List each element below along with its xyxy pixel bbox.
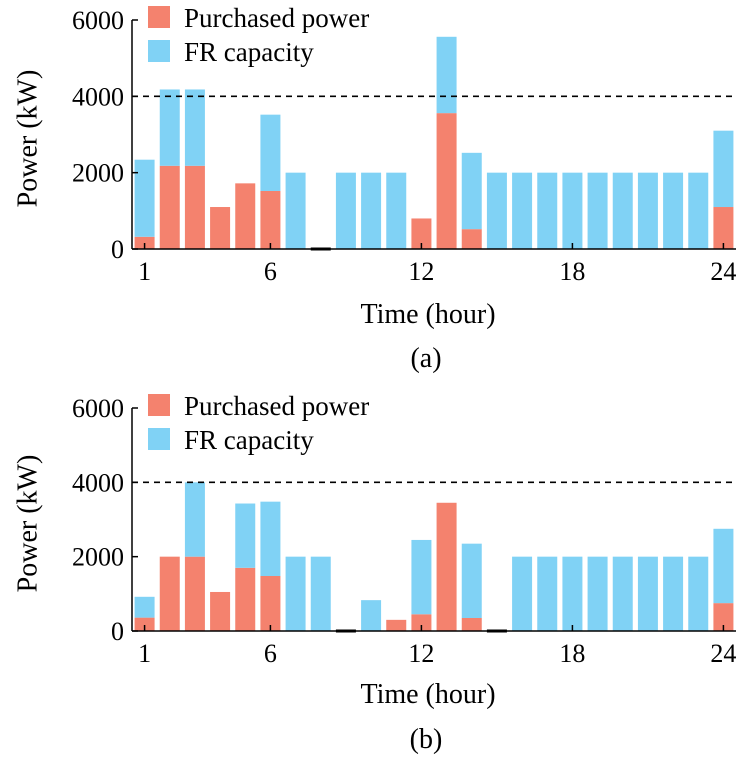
bar-purchased-power-13 <box>436 113 457 249</box>
bar-fr-capacity-15 <box>486 172 507 249</box>
bar-fr-capacity-16 <box>512 556 533 631</box>
bar-fr-capacity-19 <box>587 556 608 631</box>
bar-fr-capacity-22 <box>663 556 684 631</box>
legend-label-fr: FR capacity <box>184 425 314 455</box>
bar-fr-capacity-8 <box>310 556 331 631</box>
x-tick-label: 6 <box>264 257 277 286</box>
panel-caption: (a) <box>410 343 441 374</box>
x-tick-label: 12 <box>408 639 434 668</box>
bar-purchased-power-4 <box>210 207 231 249</box>
bar-fr-capacity-17 <box>537 172 558 249</box>
bar-purchased-power-5 <box>235 183 256 249</box>
bar-fr-capacity-18 <box>562 172 583 249</box>
x-tick-label: 1 <box>138 639 151 668</box>
y-tick-label: 4000 <box>72 468 124 497</box>
y-tick-label: 2000 <box>72 159 124 188</box>
chart-panel-a: 0 2000 4000 6000 1 6 12 18 24 Power (kW) Time (… <box>12 3 736 374</box>
legend: Purchased power FR capacity <box>148 391 369 455</box>
bar-fr-capacity-3 <box>184 89 205 166</box>
x-tick-label: 18 <box>559 639 585 668</box>
bar-fr-capacity-1 <box>134 596 155 618</box>
x-axis-label: Time (hour) <box>360 299 495 330</box>
bar-fr-capacity-6 <box>260 501 281 576</box>
x-tick-label: 12 <box>408 257 434 286</box>
bar-purchased-power-6 <box>260 190 281 249</box>
legend: Purchased power FR capacity <box>148 3 369 67</box>
bar-fr-capacity-11 <box>386 172 407 249</box>
bar-purchased-power-4 <box>210 591 231 631</box>
bar-fr-capacity-10 <box>361 600 382 631</box>
bar-fr-capacity-5 <box>235 503 256 568</box>
x-tick-label: 6 <box>264 639 277 668</box>
bar-purchased-power-3 <box>184 165 205 249</box>
bar-fr-capacity-24 <box>713 130 734 208</box>
bar-fr-capacity-14 <box>461 152 482 230</box>
bar-fr-capacity-13 <box>436 36 457 114</box>
bar-purchased-power-12 <box>411 218 432 249</box>
x-tick-label: 1 <box>138 257 151 286</box>
legend-label-purchased: Purchased power <box>184 3 369 33</box>
x-axis-label: Time (hour) <box>360 679 495 710</box>
y-tick-label: 2000 <box>72 543 124 572</box>
bar-fr-capacity-2 <box>159 89 180 166</box>
x-tick-label: 18 <box>559 257 585 286</box>
bar-fr-capacity-22 <box>663 172 684 249</box>
bar-purchased-power-13 <box>436 502 457 631</box>
y-tick-label: 6000 <box>72 6 124 35</box>
bar-fr-capacity-17 <box>537 556 558 631</box>
bar-purchased-power-2 <box>159 165 180 249</box>
bar-fr-capacity-1 <box>134 159 155 237</box>
bar-fr-capacity-14 <box>461 543 482 618</box>
bar-fr-capacity-18 <box>562 556 583 631</box>
chart-panel-b: 0 2000 4000 6000 1 6 12 18 24 Power (kW) Time (… <box>12 391 736 755</box>
bar-purchased-power-3 <box>184 556 205 631</box>
bar-purchased-power-1 <box>134 617 155 631</box>
bar-purchased-power-2 <box>159 556 180 631</box>
y-axis-label: Power (kW) <box>12 455 43 593</box>
bar-fr-capacity-16 <box>512 172 533 249</box>
bar-fr-capacity-6 <box>260 114 281 191</box>
bar-fr-capacity-3 <box>184 482 205 557</box>
legend-label-fr: FR capacity <box>184 37 314 67</box>
bar-fr-capacity-23 <box>688 172 709 249</box>
bar-fr-capacity-7 <box>285 172 306 249</box>
bar-fr-capacity-9 <box>335 172 356 249</box>
legend-swatch-fr <box>148 40 170 62</box>
bar-purchased-power-24 <box>713 207 734 249</box>
x-tick-label: 24 <box>710 639 736 668</box>
bar-purchased-power-1 <box>134 236 155 249</box>
bar-fr-capacity-20 <box>612 556 633 631</box>
y-tick-label: 4000 <box>72 82 124 111</box>
x-tick-label: 24 <box>710 257 736 286</box>
bar-purchased-power-24 <box>713 603 734 631</box>
panel-caption: (b) <box>410 724 443 755</box>
y-tick-label: 6000 <box>72 394 124 423</box>
bar-purchased-power-5 <box>235 567 256 631</box>
bar-fr-capacity-12 <box>411 539 432 615</box>
bar-purchased-power-14 <box>461 617 482 631</box>
bar-fr-capacity-10 <box>361 172 382 249</box>
legend-swatch-purchased <box>148 394 170 416</box>
y-axis-label: Power (kW) <box>12 70 43 208</box>
bar-purchased-power-6 <box>260 575 281 631</box>
bar-fr-capacity-21 <box>637 556 658 631</box>
y-tick-label: 0 <box>111 617 124 646</box>
bar-fr-capacity-23 <box>688 556 709 631</box>
bar-fr-capacity-21 <box>637 172 658 249</box>
bar-fr-capacity-24 <box>713 528 734 604</box>
bar-purchased-power-11 <box>386 619 407 631</box>
bar-fr-capacity-20 <box>612 172 633 249</box>
bar-purchased-power-14 <box>461 229 482 249</box>
y-tick-label: 0 <box>111 235 124 264</box>
legend-swatch-purchased <box>148 6 170 28</box>
legend-label-purchased: Purchased power <box>184 391 369 421</box>
bar-purchased-power-12 <box>411 614 432 631</box>
legend-swatch-fr <box>148 428 170 450</box>
bar-fr-capacity-19 <box>587 172 608 249</box>
bar-fr-capacity-7 <box>285 556 306 631</box>
